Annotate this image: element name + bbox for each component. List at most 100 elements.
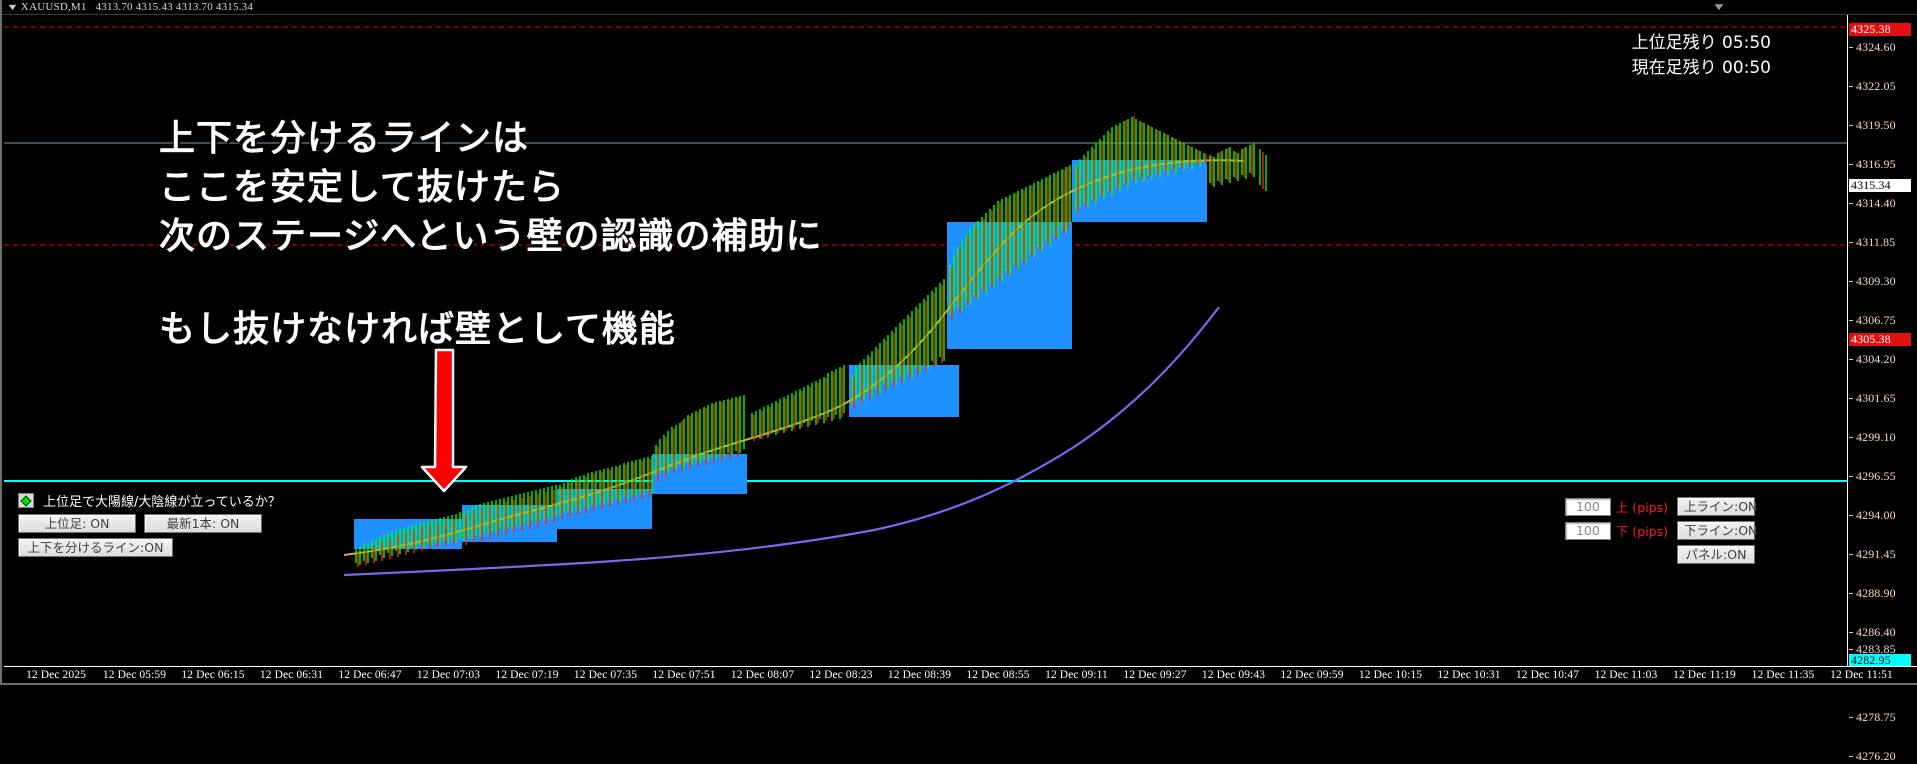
- time-tick-label: 12 Dec 06:47: [338, 669, 402, 681]
- price-tick-label: 4301.65: [1856, 391, 1896, 405]
- panel-right-button-group: 上ライン:ON 下ライン:ON パネル:ON: [1677, 497, 1757, 564]
- time-tick-label: 12 Dec 09:59: [1280, 669, 1344, 681]
- indicator-panel-right: 100 上 (pips) 100 下 (pips) 上ライン:ON 下ライン:O…: [1564, 497, 1757, 564]
- chevron-down-icon[interactable]: ▼: [6, 1, 19, 12]
- tick-mark-icon: [1849, 320, 1853, 321]
- higher-tf-toggle-button[interactable]: 上位足: ON: [18, 514, 136, 533]
- time-tick-label: 12 Dec 08:07: [730, 669, 795, 681]
- time-tick-label: 12 Dec 07:03: [416, 669, 481, 681]
- price-chart: [4, 26, 1847, 577]
- latest-bar-toggle-button[interactable]: 最新1本: ON: [144, 514, 262, 533]
- divider-line-toggle-button[interactable]: 上下を分けるライン:ON: [18, 538, 173, 557]
- tick-mark-icon: [1849, 47, 1853, 48]
- price-tick: 4306.75: [1848, 313, 1917, 327]
- price-tick: 4314.40: [1848, 196, 1917, 210]
- higher-tf-timer: 上位足残り 05:50: [1631, 33, 1771, 53]
- price-tick: 4299.10: [1848, 430, 1917, 444]
- pips-input-group: 100 上 (pips) 100 下 (pips): [1564, 497, 1668, 540]
- time-tick-label: 12 Dec 09:11: [1045, 669, 1108, 681]
- price-tick-label: 4322.05: [1856, 79, 1896, 93]
- ohlc-values: 4313.70 4315.43 4313.70 4315.34: [95, 1, 254, 13]
- price-highlight-label: 4325.38: [1849, 22, 1911, 36]
- price-tick: 4311.85: [1848, 235, 1917, 249]
- chart-title-bar: ▼ XAUUSD,M1 4313.70 4315.43 4313.70 4315…: [2, 0, 1917, 15]
- tick-mark-icon: [1849, 756, 1853, 757]
- tick-mark-icon: [1849, 203, 1853, 204]
- price-tick: 4322.05: [1848, 79, 1917, 93]
- upper-pips-input[interactable]: 100: [1564, 497, 1611, 516]
- tick-mark-icon: [1849, 476, 1853, 477]
- chart-plot-area[interactable]: 上下を分けるラインは ここを安定して抜けたら 次のステージへという壁の認識の補助…: [4, 15, 1847, 668]
- price-tick-label: 4296.55: [1856, 469, 1896, 483]
- time-tick-label: 12 Dec 11:35: [1751, 669, 1815, 681]
- price-tick-label: 4283.85: [1856, 642, 1896, 656]
- price-tick: 4301.65: [1848, 391, 1917, 405]
- tick-mark-icon: [1849, 649, 1853, 650]
- price-highlight-label: 4282.95: [1849, 653, 1911, 667]
- lower-pips-row: 100 下 (pips): [1564, 521, 1668, 540]
- tick-mark-icon: [1849, 398, 1853, 399]
- time-tick-label: 12 Dec 06:15: [181, 669, 245, 681]
- price-tick-label: 4304.20: [1856, 352, 1896, 366]
- time-tick-label: 12 Dec 11:19: [1673, 669, 1736, 681]
- price-tick: 4286.40: [1848, 625, 1917, 639]
- ma-slow-line: [343, 306, 1220, 577]
- price-highlight-label: 4305.38: [1849, 332, 1911, 346]
- price-highlight-label: 4315.34: [1849, 178, 1911, 192]
- time-tick-label: 12 Dec 07:19: [495, 669, 559, 681]
- stair-box: [462, 505, 557, 542]
- price-tick: 4316.95: [1848, 157, 1917, 171]
- price-axis[interactable]: 4324.60 4322.05 4319.50 4316.95 4314.40 4311.…: [1847, 15, 1917, 763]
- annotation-line-4: もし抜けなければ壁として機能: [159, 309, 676, 350]
- price-tick: 4278.75: [1848, 710, 1917, 724]
- time-tick-label: 12 Dec 08:39: [887, 669, 952, 681]
- tick-mark-icon: [1849, 437, 1853, 438]
- lower-pips-input[interactable]: 100: [1564, 521, 1611, 540]
- price-tick: 4304.20: [1848, 352, 1917, 366]
- panel-left-button-row-2: 上下を分けるライン:ON: [18, 538, 358, 557]
- price-tick-label: 4311.85: [1856, 235, 1896, 249]
- chevron-down-icon-right[interactable]: ▼: [1711, 2, 1727, 13]
- price-tick-label: 4299.10: [1856, 430, 1896, 444]
- tick-mark-icon: [1849, 125, 1853, 126]
- time-tick-label: 12 Dec 10:31: [1437, 669, 1501, 681]
- price-tick-label: 4316.95: [1856, 157, 1896, 171]
- lower-pips-label: 下 (pips): [1615, 524, 1668, 539]
- price-tick: 4291.45: [1848, 547, 1917, 561]
- time-tick-label: 12 Dec 07:35: [573, 669, 638, 681]
- price-tick-label: 4319.50: [1856, 118, 1896, 132]
- time-tick-label: 12 Dec 11:51: [1830, 669, 1893, 681]
- price-tick: 4288.90: [1848, 586, 1917, 600]
- upper-pips-row: 100 上 (pips): [1564, 497, 1668, 516]
- lower-line-toggle-button[interactable]: 下ライン:ON: [1677, 521, 1757, 540]
- price-tick-label: 4278.75: [1856, 710, 1896, 724]
- time-tick-label: 12 Dec 2025: [26, 669, 86, 681]
- panel-left-button-row-1: 上位足: ON 最新1本: ON: [18, 514, 358, 533]
- price-tick: 4294.00: [1848, 508, 1917, 522]
- price-tick-label: 4291.45: [1856, 547, 1896, 561]
- time-tick-label: 12 Dec 08:55: [966, 669, 1030, 681]
- price-tick-label: 4314.40: [1856, 196, 1896, 210]
- time-tick-label: 12 Dec 06:31: [259, 669, 324, 681]
- upper-line-toggle-button[interactable]: 上ライン:ON: [1677, 497, 1757, 516]
- price-tick: 4283.85: [1848, 642, 1917, 656]
- time-tick-label: 12 Dec 11:03: [1594, 669, 1658, 681]
- current-bar-timer: 現在足残り 00:50: [1631, 58, 1771, 78]
- price-tick: 4319.50: [1848, 118, 1917, 132]
- tick-mark-icon: [1849, 359, 1853, 360]
- time-tick-label: 12 Dec 08:23: [809, 669, 873, 681]
- price-tick-label: 4286.40: [1856, 625, 1896, 639]
- panel-toggle-button[interactable]: パネル:ON: [1677, 545, 1755, 564]
- time-tick-label: 12 Dec 05:59: [102, 669, 167, 681]
- price-tick: 4309.30: [1848, 274, 1917, 288]
- price-tick-label: 4276.20: [1856, 749, 1896, 763]
- time-tick-label: 12 Dec 09:43: [1201, 669, 1266, 681]
- symbol-label: XAUUSD,M1: [20, 1, 87, 13]
- annotation-line-2: ここを安定して抜けたら: [159, 167, 565, 208]
- tick-mark-icon: [1849, 554, 1853, 555]
- panel-left-title: 上位足で大陽線/大陰線が立っているか？: [43, 495, 281, 510]
- upper-pips-label: 上 (pips): [1615, 500, 1668, 515]
- price-tick: 4324.60: [1848, 40, 1917, 54]
- time-axis[interactable]: 12 Dec 2025 12 Dec 05:59 12 Dec 06:15 12 De…: [4, 666, 1917, 683]
